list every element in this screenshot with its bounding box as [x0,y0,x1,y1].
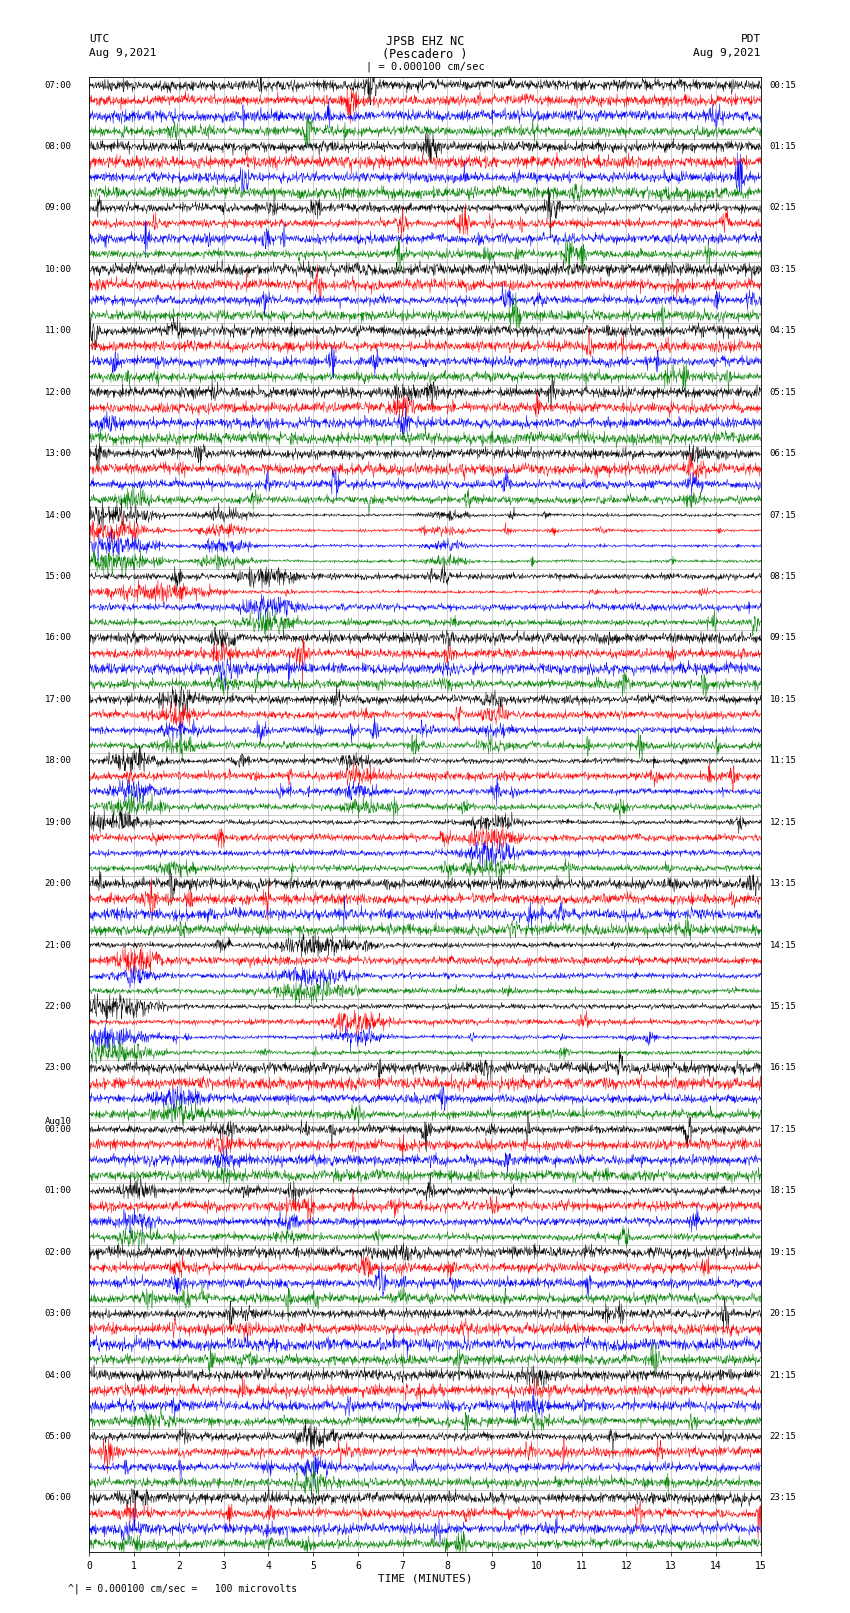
Text: (Pescadero ): (Pescadero ) [382,48,468,61]
Text: 07:15: 07:15 [770,511,796,519]
Text: 10:15: 10:15 [770,695,796,703]
Text: 13:15: 13:15 [770,879,796,889]
Text: 16:15: 16:15 [770,1063,796,1073]
Text: 01:15: 01:15 [770,142,796,152]
Text: Aug 9,2021: Aug 9,2021 [89,48,156,58]
Text: 21:15: 21:15 [770,1371,796,1379]
Text: 06:00: 06:00 [44,1494,71,1502]
Text: 09:15: 09:15 [770,634,796,642]
Text: 22:15: 22:15 [770,1432,796,1440]
Text: 18:00: 18:00 [44,756,71,765]
Text: Aug10: Aug10 [44,1118,71,1126]
Text: 08:15: 08:15 [770,573,796,581]
Text: Aug 9,2021: Aug 9,2021 [694,48,761,58]
Text: 00:00: 00:00 [44,1124,71,1134]
Text: 19:15: 19:15 [770,1248,796,1257]
Text: 19:00: 19:00 [44,818,71,827]
Text: 15:00: 15:00 [44,573,71,581]
Text: 15:15: 15:15 [770,1002,796,1011]
Text: 22:00: 22:00 [44,1002,71,1011]
Text: 14:00: 14:00 [44,511,71,519]
Text: 10:00: 10:00 [44,265,71,274]
Text: 02:00: 02:00 [44,1248,71,1257]
Text: 06:15: 06:15 [770,448,796,458]
Text: | = 0.000100 cm/sec: | = 0.000100 cm/sec [366,61,484,73]
Text: 20:15: 20:15 [770,1310,796,1318]
Text: 03:00: 03:00 [44,1310,71,1318]
Text: 08:00: 08:00 [44,142,71,152]
Text: JPSB EHZ NC: JPSB EHZ NC [386,35,464,48]
Text: 14:15: 14:15 [770,940,796,950]
Text: 23:00: 23:00 [44,1063,71,1073]
Text: ^| = 0.000100 cm/sec =   100 microvolts: ^| = 0.000100 cm/sec = 100 microvolts [68,1582,298,1594]
Text: 20:00: 20:00 [44,879,71,889]
Text: 23:15: 23:15 [770,1494,796,1502]
Text: 04:00: 04:00 [44,1371,71,1379]
Text: 12:00: 12:00 [44,387,71,397]
Text: 17:15: 17:15 [770,1124,796,1134]
Text: UTC: UTC [89,34,110,44]
Text: 07:00: 07:00 [44,81,71,90]
Text: 17:00: 17:00 [44,695,71,703]
Text: 02:15: 02:15 [770,203,796,213]
Text: PDT: PDT [740,34,761,44]
Text: 12:15: 12:15 [770,818,796,827]
Text: 01:00: 01:00 [44,1186,71,1195]
Text: 05:00: 05:00 [44,1432,71,1440]
Text: 11:15: 11:15 [770,756,796,765]
Text: 11:00: 11:00 [44,326,71,336]
Text: 09:00: 09:00 [44,203,71,213]
X-axis label: TIME (MINUTES): TIME (MINUTES) [377,1574,473,1584]
Text: 03:15: 03:15 [770,265,796,274]
Text: 05:15: 05:15 [770,387,796,397]
Text: 04:15: 04:15 [770,326,796,336]
Text: 16:00: 16:00 [44,634,71,642]
Text: 13:00: 13:00 [44,448,71,458]
Text: 00:15: 00:15 [770,81,796,90]
Text: 21:00: 21:00 [44,940,71,950]
Text: 18:15: 18:15 [770,1186,796,1195]
